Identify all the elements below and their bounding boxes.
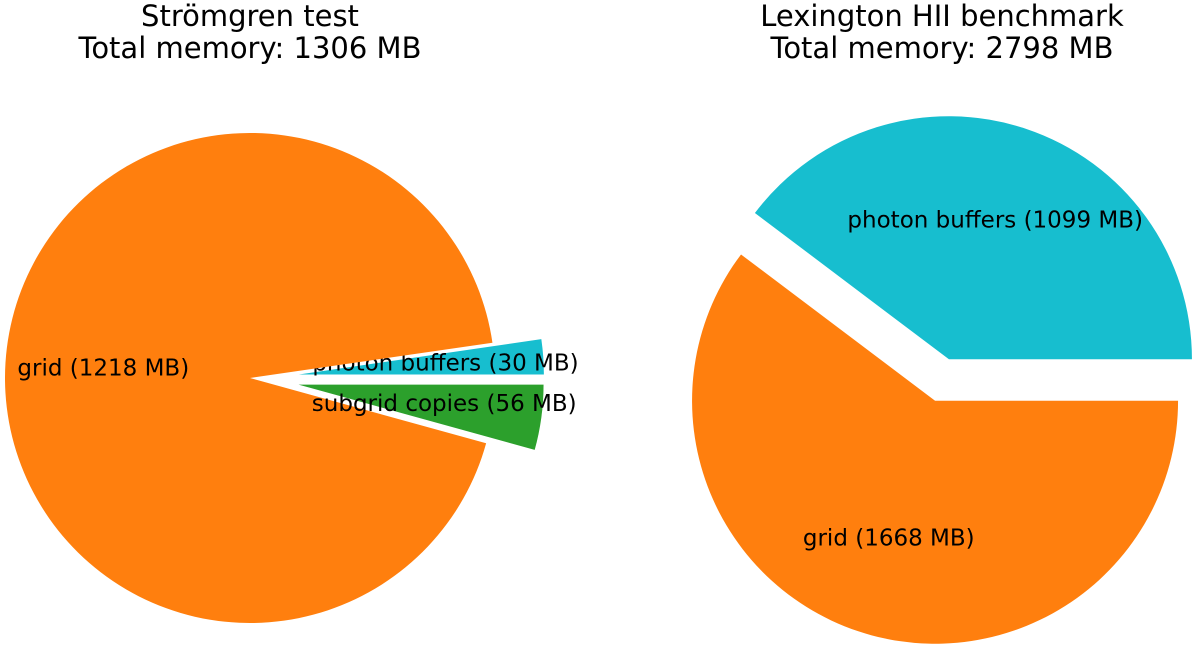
pie-slice	[298, 339, 544, 375]
chart-subtitle: Total memory: 1306 MB	[78, 31, 422, 65]
slice-label: grid (1668 MB)	[803, 525, 975, 551]
pie-slice	[692, 254, 1179, 644]
pie-slice	[298, 384, 544, 450]
chart-title: Lexington HII benchmark	[760, 0, 1124, 33]
chart-title: Strömgren test	[141, 0, 359, 33]
pie-slice	[4, 132, 493, 623]
slice-label: subgrid copies (56 MB)	[312, 391, 577, 417]
pie-slice	[754, 116, 1192, 360]
slice-label: grid (1218 MB)	[17, 355, 189, 381]
chart-subtitle: Total memory: 2798 MB	[770, 31, 1114, 65]
slice-label: photon buffers (1099 MB)	[847, 208, 1143, 234]
